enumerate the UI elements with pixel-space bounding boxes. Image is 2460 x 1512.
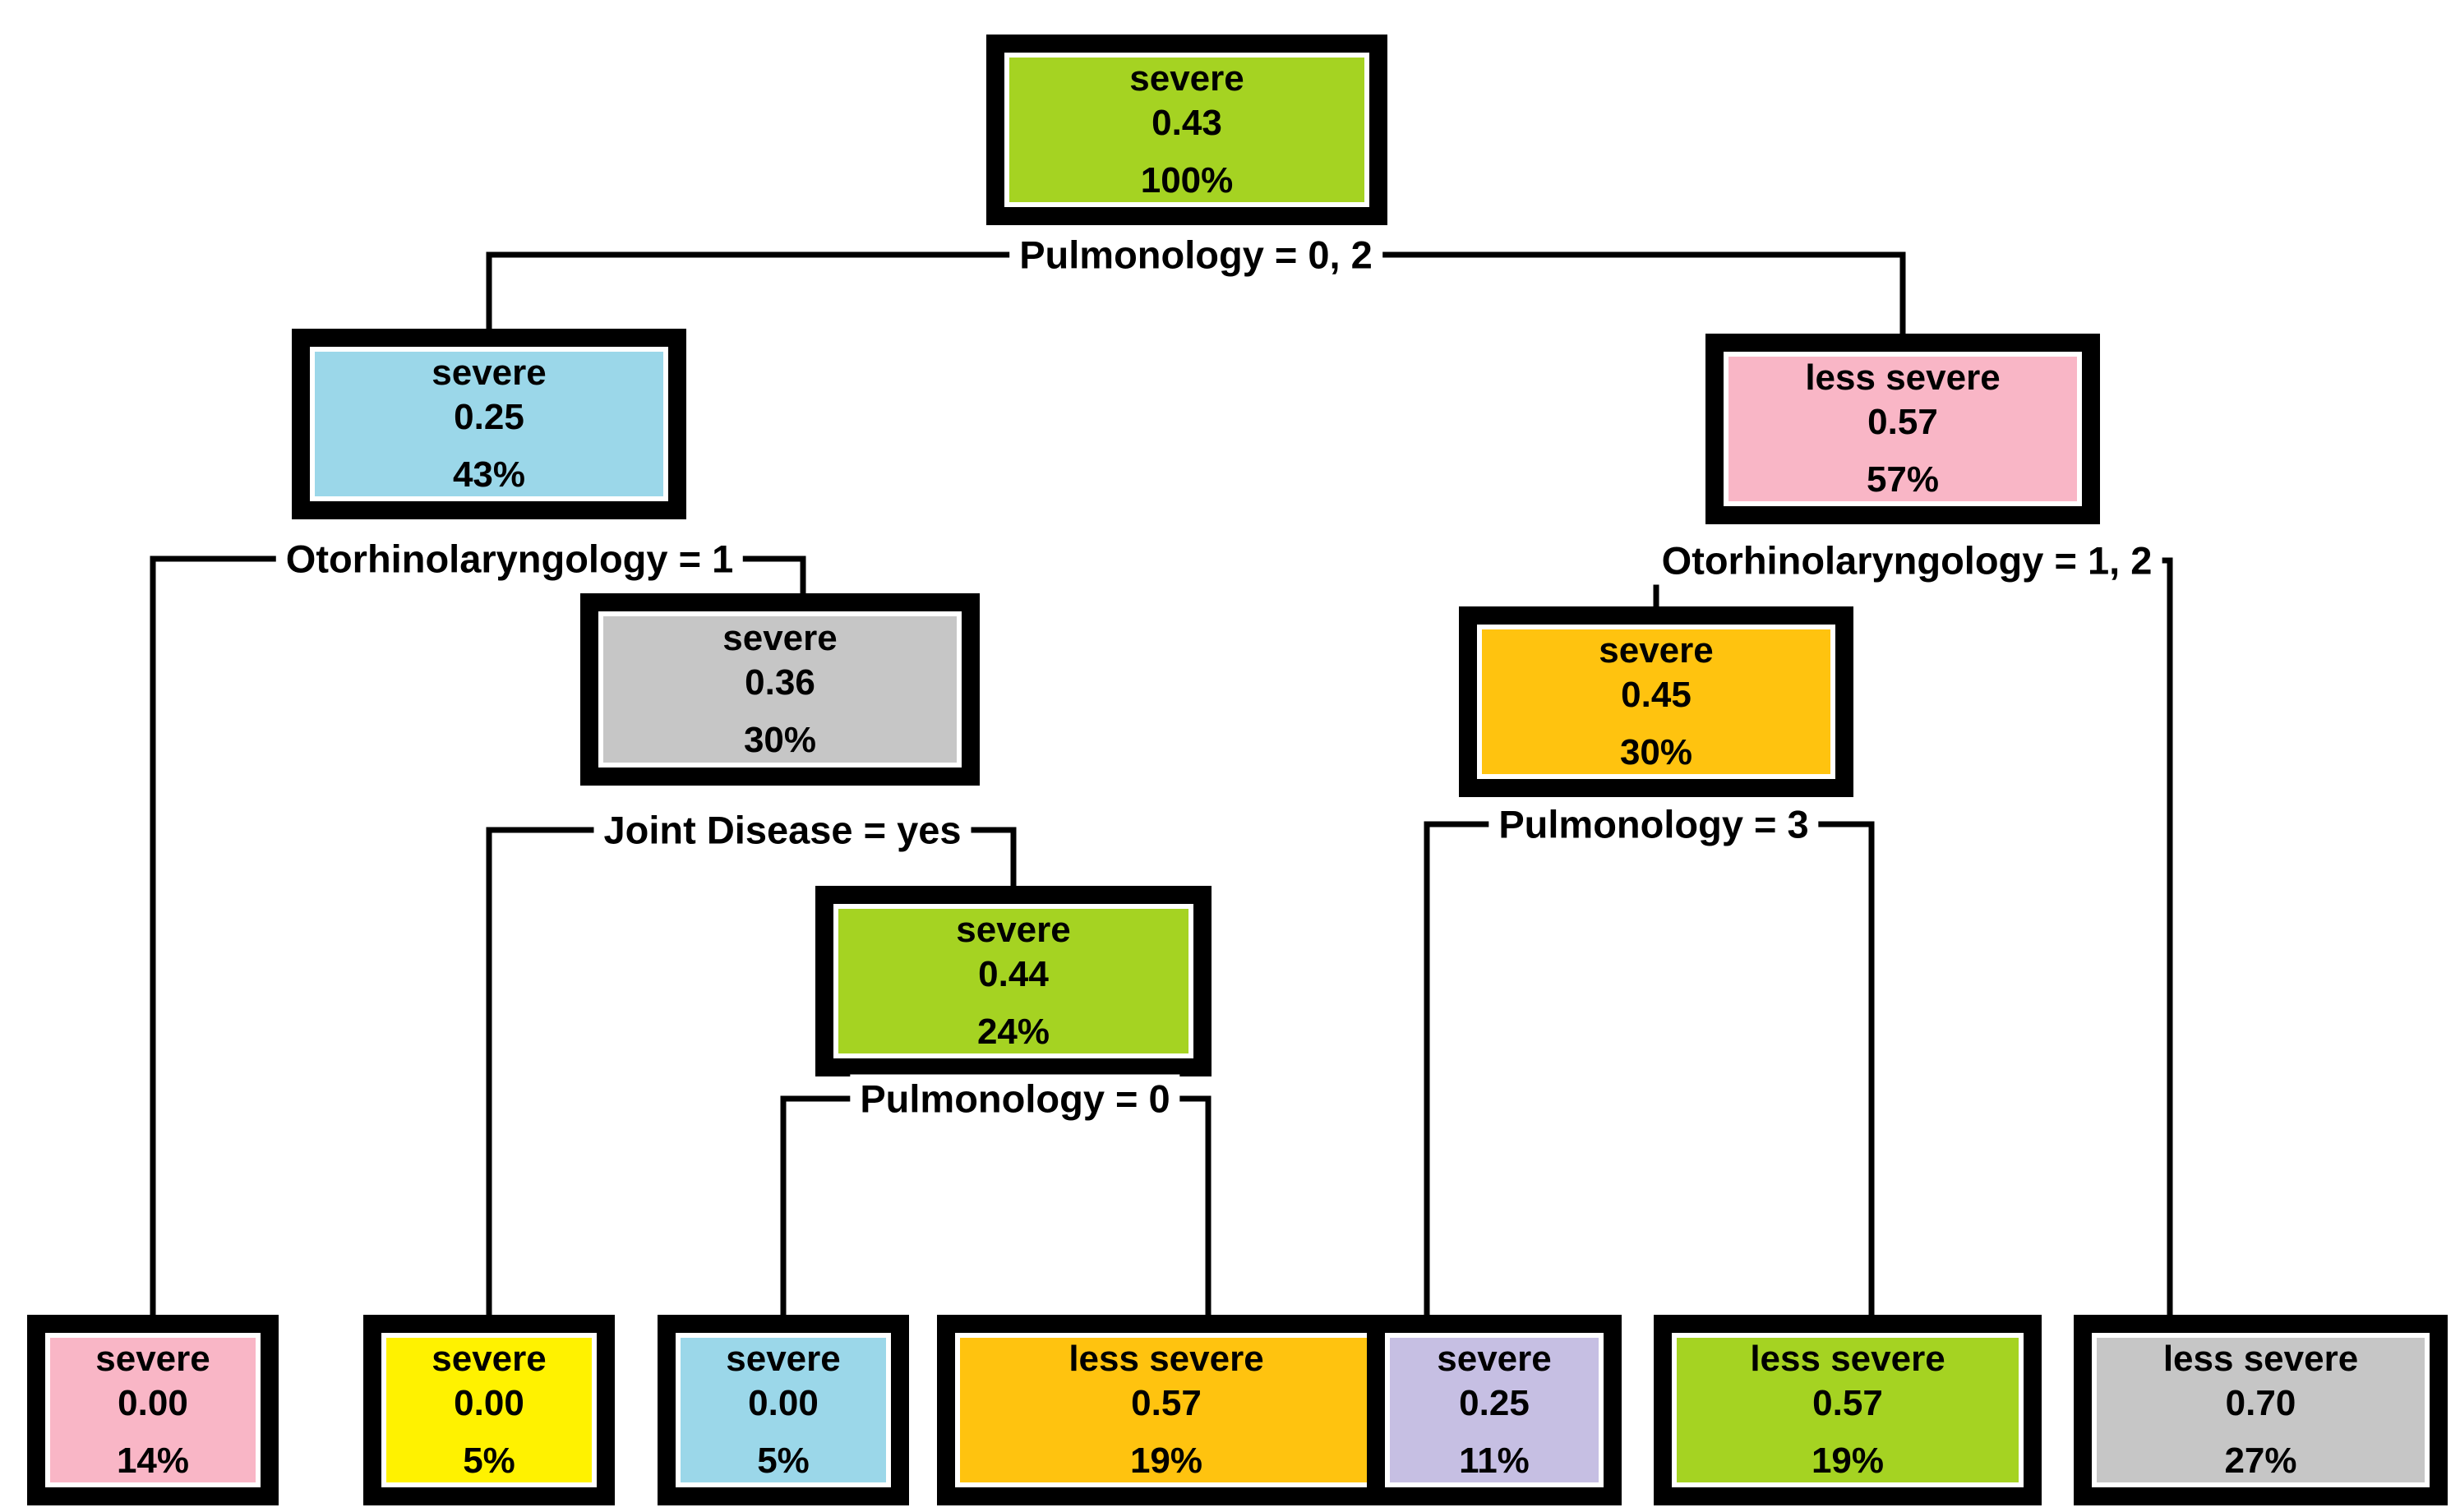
node-population-percent: 27%: [2224, 1441, 2297, 1481]
tree-node-fill: less severe 0.57 19%: [1672, 1333, 2024, 1487]
tree-leaf-severe-025-11: severe 0.25 11%: [1367, 1315, 1622, 1505]
tree-node-fill: severe 0.00 5%: [676, 1333, 891, 1487]
connector-amber-children: [1424, 821, 1875, 1315]
node-population-percent: 43%: [452, 454, 526, 495]
node-population-percent: 14%: [116, 1441, 190, 1481]
split-condition-joint-disease-yes: Joint Disease = yes: [593, 805, 972, 855]
node-class-label: severe: [1599, 630, 1714, 671]
node-population-percent: 57%: [1866, 459, 1940, 500]
node-class-label: severe: [432, 1339, 547, 1379]
node-probability-value: 0.57: [1131, 1383, 1202, 1423]
tree-node-fill: less severe 0.57 57%: [1724, 352, 2082, 506]
node-probability-value: 0.57: [1812, 1383, 1883, 1423]
tree-leaf-severe-000-5-blue: severe 0.00 5%: [658, 1315, 909, 1505]
node-population-percent: 5%: [757, 1441, 810, 1481]
tree-leaf-severe-000-5-yellow: severe 0.00 5%: [363, 1315, 615, 1505]
node-class-label: severe: [432, 353, 547, 393]
tree-leaf-less-severe-070-27: less severe 0.70 27%: [2074, 1315, 2448, 1505]
split-condition-pulmonology-3: Pulmonology = 3: [1488, 800, 1819, 849]
tree-node-fill: less severe 0.70 27%: [2092, 1333, 2430, 1487]
node-probability-value: 0.00: [748, 1383, 819, 1423]
tree-node-severe-025: severe 0.25 43%: [292, 329, 686, 519]
tree-node-less-severe-057: less severe 0.57 57%: [1705, 334, 2100, 524]
node-class-label: severe: [1129, 58, 1244, 99]
node-class-label: less severe: [1805, 357, 2001, 398]
node-probability-value: 0.25: [1459, 1383, 1530, 1423]
tree-node-fill: severe 0.25 43%: [310, 347, 668, 501]
tree-node-fill: severe 0.00 14%: [45, 1333, 261, 1487]
split-condition-otorhinolaryngology-1-2: Otorhinolaryngology = 1, 2: [1651, 536, 2162, 585]
node-population-percent: 30%: [743, 720, 817, 760]
node-class-label: severe: [95, 1339, 210, 1379]
node-population-percent: 24%: [976, 1012, 1050, 1052]
node-probability-value: 0.00: [118, 1383, 188, 1423]
node-probability-value: 0.36: [745, 662, 815, 703]
node-probability-value: 0.70: [2225, 1383, 2296, 1423]
node-population-percent: 5%: [463, 1441, 515, 1481]
tree-node-severe-044: severe 0.44 24%: [815, 886, 1212, 1076]
tree-node-severe-036: severe 0.36 30%: [580, 593, 980, 786]
node-population-percent: 19%: [1811, 1441, 1885, 1481]
tree-leaf-less-severe-057-19-amber: less severe 0.57 19%: [937, 1315, 1396, 1505]
tree-node-root-fill: severe 0.43 100%: [1004, 53, 1369, 207]
tree-node-root: severe 0.43 100%: [986, 35, 1387, 225]
node-population-percent: 30%: [1619, 732, 1693, 772]
node-class-label: less severe: [1068, 1339, 1264, 1379]
node-class-label: severe: [722, 618, 838, 658]
tree-node-severe-045: severe 0.45 30%: [1459, 606, 1853, 797]
tree-leaf-severe-000-14: severe 0.00 14%: [27, 1315, 279, 1505]
split-condition-otorhinolaryngology-1: Otorhinolaryngology = 1: [275, 534, 744, 583]
node-class-label: severe: [956, 910, 1071, 950]
tree-node-fill: severe 0.00 5%: [381, 1333, 597, 1487]
node-probability-value: 0.57: [1867, 402, 1938, 442]
split-condition-pulmonology-0-2: Pulmonology = 0, 2: [1009, 230, 1382, 279]
node-probability-value: 0.44: [978, 954, 1049, 994]
tree-leaf-less-severe-057-19-green: less severe 0.57 19%: [1654, 1315, 2042, 1505]
node-probability-value: 0.00: [454, 1383, 524, 1423]
tree-node-fill: severe 0.45 30%: [1477, 625, 1835, 779]
node-population-percent: 100%: [1140, 160, 1234, 201]
tree-node-fill: severe 0.36 30%: [598, 611, 962, 768]
node-probability-value: 0.25: [454, 397, 524, 437]
tree-node-fill: severe 0.44 24%: [833, 904, 1193, 1058]
tree-node-fill: less severe 0.57 19%: [955, 1333, 1378, 1487]
node-class-label: less severe: [1750, 1339, 1945, 1379]
split-condition-pulmonology-0: Pulmonology = 0: [850, 1074, 1180, 1123]
node-class-label: severe: [726, 1339, 841, 1379]
connector-green2-children: [780, 1095, 1212, 1315]
node-population-percent: 19%: [1129, 1441, 1203, 1481]
tree-node-fill: severe 0.25 11%: [1385, 1333, 1604, 1487]
node-class-label: less severe: [2162, 1339, 2359, 1379]
node-probability-value: 0.45: [1621, 675, 1692, 715]
node-population-percent: 11%: [1459, 1441, 1530, 1481]
node-class-label: severe: [1437, 1339, 1552, 1379]
node-probability-value: 0.43: [1152, 103, 1222, 143]
